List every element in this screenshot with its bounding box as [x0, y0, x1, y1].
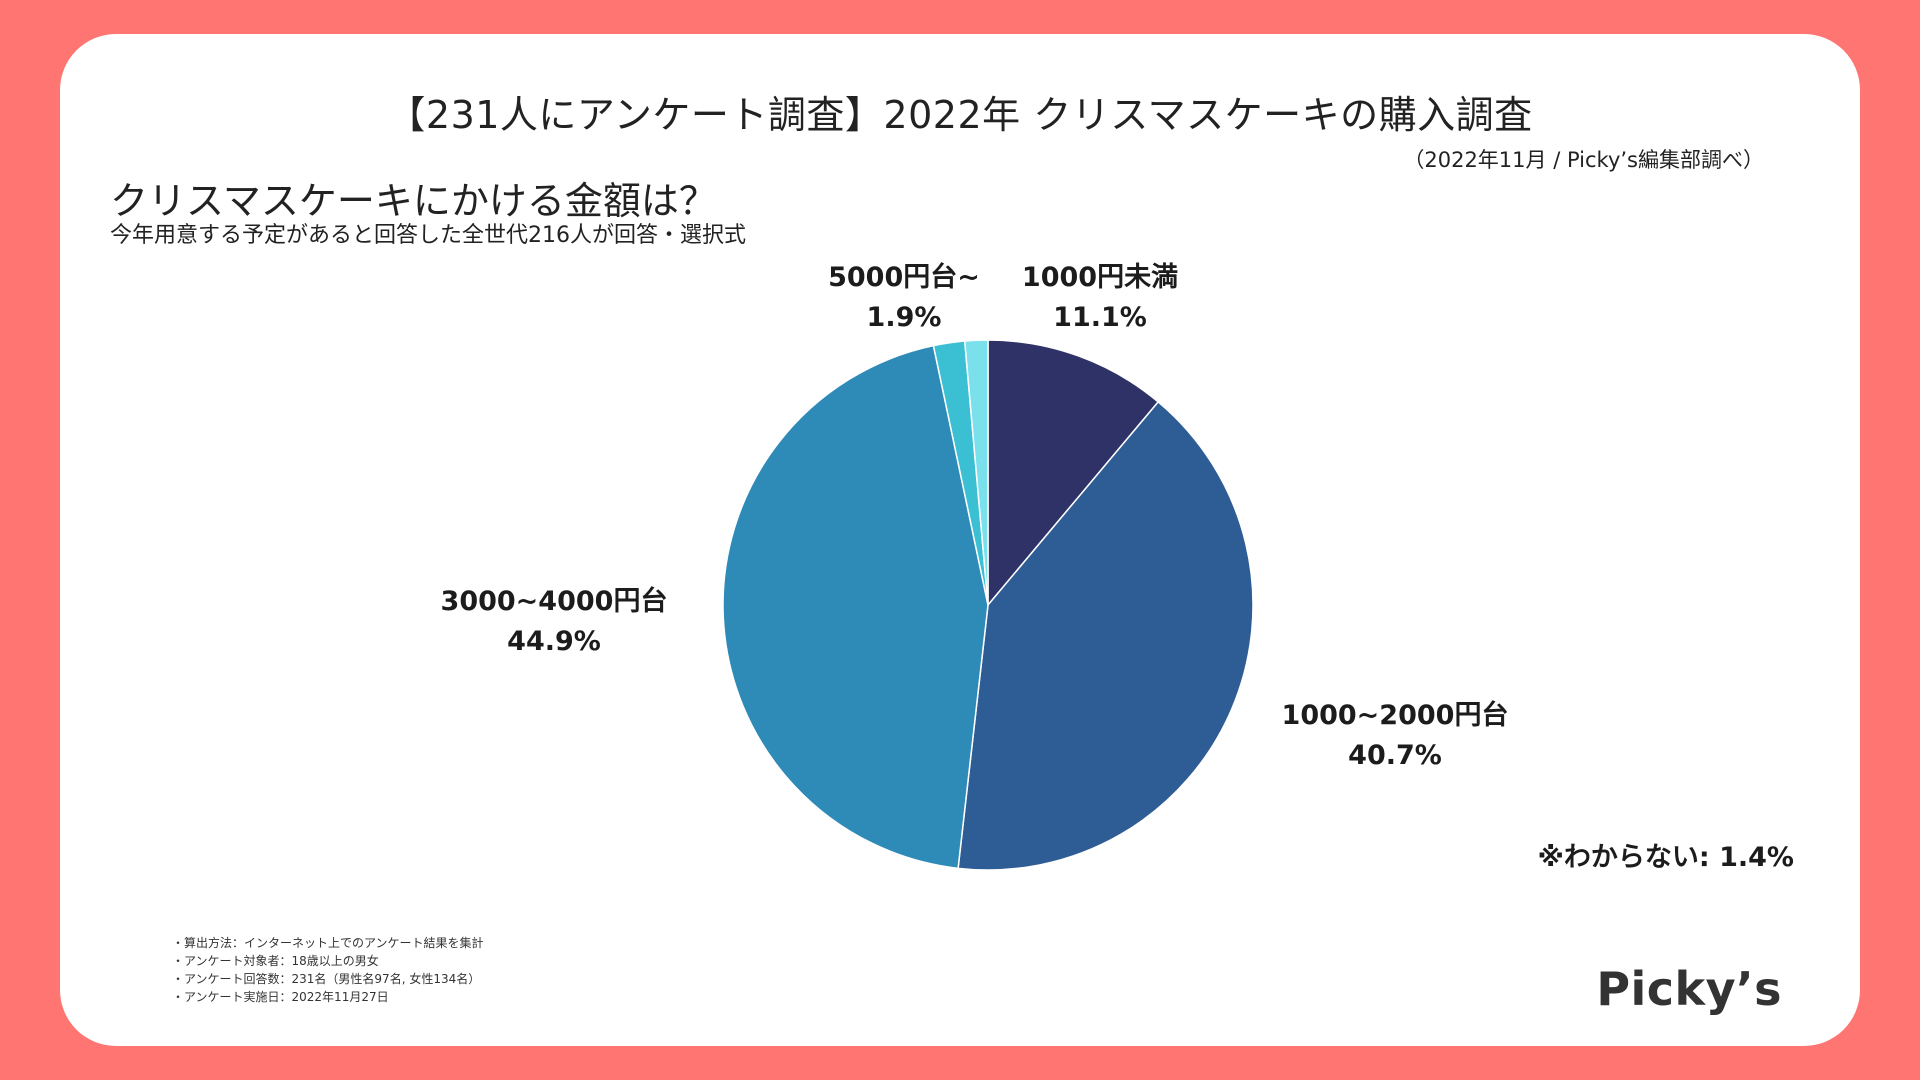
- slice-label-1-value: 40.7%: [1348, 740, 1442, 771]
- slice-label-0: 1000円未満 11.1%: [1022, 258, 1178, 338]
- slice-label-3-value: 1.9%: [866, 302, 942, 333]
- brand-logo: Picky’s: [1596, 962, 1782, 1016]
- method-line: ・算出方法：インターネット上でのアンケート結果を集計: [172, 936, 484, 950]
- slice-label-2-value: 44.9%: [507, 626, 601, 657]
- slice-label-0-value: 11.1%: [1053, 302, 1147, 333]
- method-line: ・アンケート対象者：18歳以上の男女: [172, 954, 379, 968]
- slice-label-2-name: 3000~4000円台: [440, 586, 668, 617]
- slice-label-0-name: 1000円未満: [1021, 262, 1179, 293]
- slice-label-3: 5000円台~ 1.9%: [828, 258, 980, 338]
- page-title: 【231人にアンケート調査】2022年 クリスマスケーキの購入調査: [387, 93, 1533, 137]
- methodology-notes: ・算出方法：インターネット上でのアンケート結果を集計 ・アンケート対象者：18歳…: [172, 934, 484, 1006]
- pie-slice-4: [963, 339, 989, 606]
- slice-label-2: 3000~4000円台 44.9%: [441, 582, 668, 662]
- slice-label-1-name: 1000~2000円台: [1281, 700, 1509, 731]
- pie-slice-0: [987, 339, 1160, 608]
- slice-label-1: 1000~2000円台 40.7%: [1282, 696, 1509, 776]
- slice-label-3-name: 5000円台~: [828, 262, 980, 293]
- pie-slice-2: [722, 344, 989, 870]
- question-subtitle: 今年用意する予定があると回答した全世代216人が回答・選択式: [110, 223, 746, 248]
- unknown-note: ※わからない: 1.4%: [1537, 842, 1794, 873]
- source-credit: （2022年11月 / Picky’s編集部調べ）: [1403, 148, 1764, 172]
- pie-slice-1: [957, 400, 1254, 871]
- method-line: ・アンケート回答数：231名（男性名97名, 女性134名）: [172, 972, 481, 986]
- method-line: ・アンケート実施日：2022年11月27日: [172, 990, 389, 1004]
- question-title: クリスマスケーキにかける金額は？: [110, 179, 717, 223]
